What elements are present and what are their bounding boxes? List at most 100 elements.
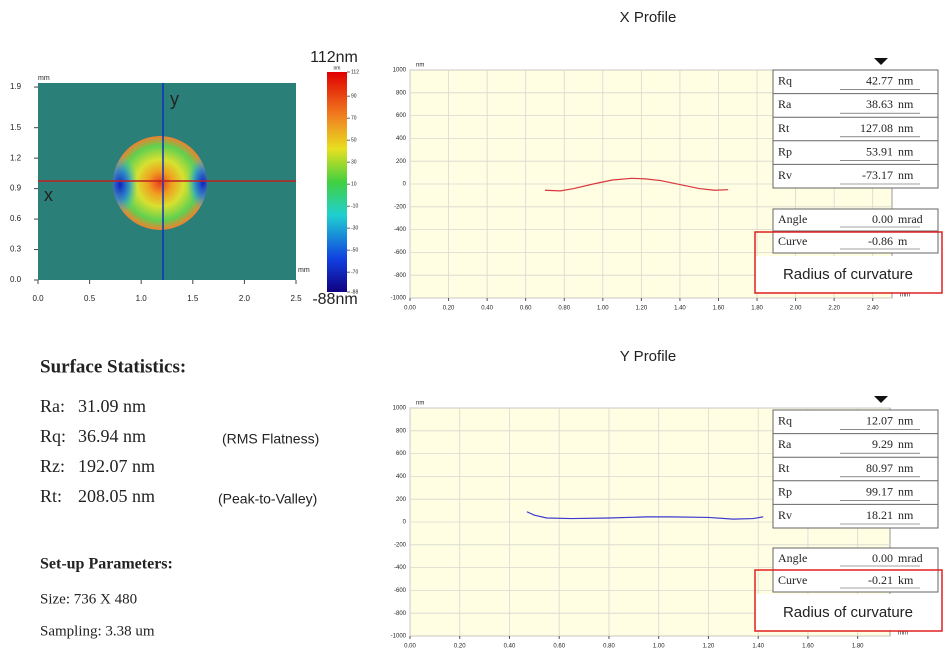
- stat-value: 127.08: [860, 121, 893, 135]
- setup-item: Sampling: 3.38 um: [40, 623, 155, 639]
- colorbar-max: 112nm: [310, 49, 358, 66]
- stat-name: Rp: [778, 484, 792, 498]
- y-tick-label: -600: [394, 250, 407, 256]
- x-tick-label: 0.80: [558, 306, 570, 312]
- stats-title: Surface Statistics:: [40, 356, 186, 377]
- chart-title: Y Profile: [620, 348, 676, 365]
- stat-value: 36.94 nm: [78, 426, 146, 446]
- colorbar-tick-label: 112: [351, 69, 359, 75]
- stat-name: Rt: [778, 461, 790, 475]
- y-tick-label: 0: [403, 182, 407, 188]
- colorbar-tick-label: 30: [351, 160, 357, 166]
- menu-arrow: [874, 396, 888, 403]
- stat-value: 53.91: [866, 144, 893, 158]
- colorbar-tick-label: -50: [351, 248, 358, 254]
- y-tick-label: 1.9: [10, 82, 22, 91]
- x-tick-label: 0.40: [481, 306, 493, 312]
- x-tick-label: 1.00: [597, 306, 609, 312]
- setup-title: Set-up Parameters:: [40, 556, 173, 573]
- stat-label: Rt:: [40, 486, 62, 506]
- stat-label: Ra:: [40, 396, 65, 416]
- x-tick-label: 0.00: [404, 306, 416, 312]
- stat-name: Rq: [778, 74, 792, 88]
- y-tick-label: -1000: [391, 634, 407, 640]
- stat-name: Ra: [778, 97, 792, 111]
- setup-item: Size: 736 X 480: [40, 591, 137, 607]
- x-tick-label: 2.5: [290, 294, 302, 303]
- y-marker: y: [170, 89, 179, 109]
- y-tick-label: -600: [394, 588, 407, 594]
- stat-name: Angle: [778, 551, 807, 565]
- x-tick-label: 0.60: [553, 644, 565, 650]
- y-tick-label: 0.9: [10, 184, 22, 193]
- stat-unit: nm: [898, 168, 914, 182]
- stat-value: -73.17: [862, 168, 893, 182]
- x-tick-label: 0.0: [32, 294, 44, 303]
- stat-value: 42.77: [866, 74, 893, 88]
- stat-unit: nm: [898, 414, 914, 428]
- x-tick-label: 0.60: [520, 306, 532, 312]
- x-tick-label: 0.00: [404, 644, 416, 650]
- x-tick-label: 0.80: [603, 644, 615, 650]
- stat-note: (RMS Flatness): [222, 431, 319, 447]
- x-tick-label: 1.80: [852, 644, 864, 650]
- stat-value: 192.07 nm: [78, 456, 155, 476]
- y-tick-label: 200: [396, 497, 407, 503]
- y-tick-label: 0.0: [10, 275, 22, 284]
- stat-value: 18.21: [866, 508, 893, 522]
- x-tick-label: 2.40: [867, 306, 879, 312]
- stat-unit: nm: [898, 121, 914, 135]
- stat-label: Rq:: [40, 426, 66, 446]
- x-tick-label: 0.20: [443, 306, 455, 312]
- x-tick-label: 0.5: [84, 294, 96, 303]
- stat-name: Rp: [778, 144, 792, 158]
- stat-value: -0.86: [868, 234, 893, 248]
- x-tick-label: 1.40: [674, 306, 686, 312]
- stat-unit: nm: [898, 74, 914, 88]
- colorbar: [327, 72, 347, 292]
- stat-unit: nm: [898, 437, 914, 451]
- x-axis-unit: mm: [298, 267, 310, 274]
- y-axis-unit: nm: [416, 63, 424, 69]
- x-tick-label: 0.20: [454, 644, 466, 650]
- y-tick-label: 1.2: [10, 153, 22, 162]
- y-tick-label: 400: [396, 136, 407, 142]
- y-tick-label: 800: [396, 90, 407, 96]
- stat-unit: nm: [898, 144, 914, 158]
- y-tick-label: -800: [394, 273, 407, 279]
- x-tick-label: 1.20: [636, 306, 648, 312]
- y-tick-label: 1000: [393, 68, 407, 74]
- y-tick-label: -200: [394, 542, 407, 548]
- y-tick-label: 0.6: [10, 214, 22, 223]
- stat-name: Curve: [778, 234, 807, 248]
- y-axis-unit: mm: [38, 75, 50, 82]
- chart-title: X Profile: [620, 9, 677, 26]
- x-tick-label: 0.40: [504, 644, 516, 650]
- y-tick-label: 200: [396, 159, 407, 165]
- stat-name: Rt: [778, 121, 790, 135]
- stat-unit: mrad: [898, 551, 923, 565]
- stat-unit: mrad: [898, 212, 923, 226]
- screen: Surface Statistics: Ra: 31.09 nm Rq: 36.…: [0, 0, 943, 660]
- colorbar-tick-label: 10: [351, 182, 357, 188]
- stat-value: 208.05 nm: [78, 486, 155, 506]
- stat-note: (Peak-to-Valley): [218, 491, 317, 507]
- y-tick-label: 400: [396, 474, 407, 480]
- x-tick-label: 1.60: [802, 644, 814, 650]
- y-tick-label: 0: [403, 520, 407, 526]
- x-tick-label: 2.0: [239, 294, 251, 303]
- stat-value: 99.17: [866, 484, 893, 498]
- stat-unit: km: [898, 573, 914, 587]
- stat-name: Angle: [778, 212, 807, 226]
- stat-value: 31.09 nm: [78, 396, 146, 416]
- stat-value: 12.07: [866, 414, 893, 428]
- colorbar-tick-label: 70: [351, 116, 357, 122]
- stat-value: 0.00: [872, 212, 893, 226]
- y-tick-label: -400: [394, 565, 407, 571]
- stat-unit: m: [898, 234, 908, 248]
- y-tick-label: 600: [396, 451, 407, 457]
- stat-unit: nm: [898, 508, 914, 522]
- stat-value: 38.63: [866, 97, 893, 111]
- x-tick-label: 1.80: [751, 306, 763, 312]
- x-marker: x: [44, 185, 53, 205]
